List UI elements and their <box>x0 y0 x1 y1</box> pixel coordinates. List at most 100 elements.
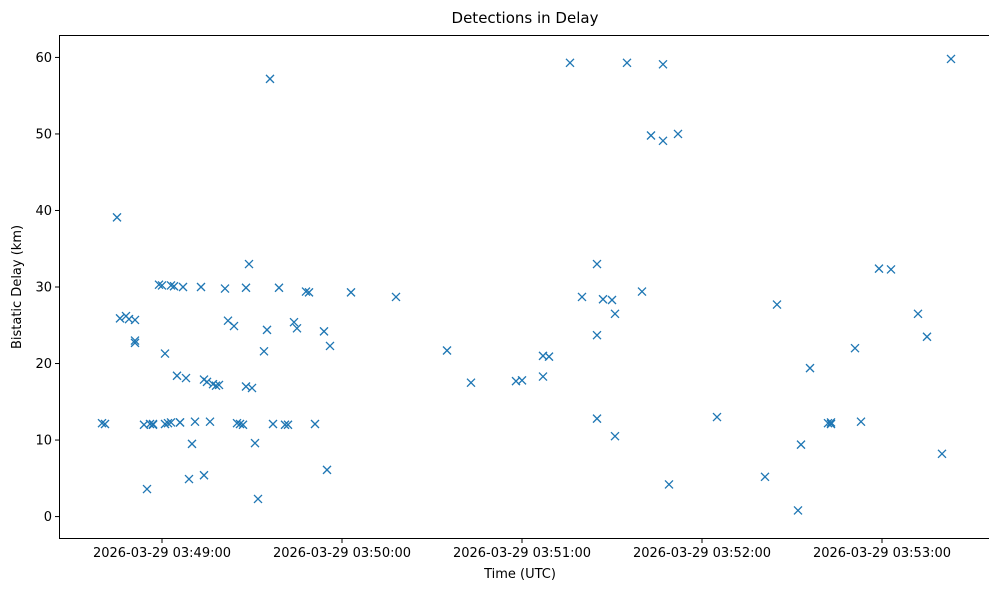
data-point <box>247 383 257 393</box>
x-tick-label: 2026-03-29 03:49:00 <box>93 546 231 561</box>
x-axis-ticks: 2026-03-29 03:49:00 2026-03-29 03:50:00 20… <box>93 538 951 561</box>
data-point <box>637 287 647 297</box>
data-point <box>304 287 314 297</box>
data-point <box>946 54 956 64</box>
data-point <box>196 282 206 292</box>
data-point <box>199 470 209 480</box>
data-point <box>826 419 836 429</box>
data-point <box>658 136 668 146</box>
data-point <box>325 341 335 351</box>
data-point <box>115 313 125 323</box>
data-point <box>793 505 803 515</box>
data-point <box>517 375 527 385</box>
data-point <box>301 287 311 297</box>
data-point <box>913 309 923 319</box>
data-point <box>202 377 212 387</box>
data-point <box>712 412 722 422</box>
data-point <box>112 212 122 222</box>
data-point <box>544 352 554 362</box>
data-point <box>253 494 263 504</box>
data-point <box>157 281 167 290</box>
data-point <box>262 325 272 335</box>
y-tick-label: 60 <box>35 51 52 66</box>
y-tick-label: 30 <box>35 281 52 296</box>
y-tick-label: 0 <box>44 510 52 525</box>
x-tick-label: 2026-03-29 03:50:00 <box>273 546 411 561</box>
data-point <box>610 309 620 319</box>
data-point <box>283 420 293 430</box>
data-point <box>391 292 401 302</box>
data-point <box>238 420 248 430</box>
data-point <box>211 381 221 391</box>
data-point <box>280 420 290 430</box>
data-point <box>874 264 884 274</box>
data-point <box>166 281 176 290</box>
data-point <box>130 336 140 346</box>
x-tick-label: 2026-03-29 03:52:00 <box>633 546 771 561</box>
data-point <box>598 294 608 304</box>
data-point <box>346 287 356 297</box>
data-point <box>229 321 239 331</box>
data-point <box>100 419 110 429</box>
data-point <box>577 292 587 302</box>
data-point <box>178 282 188 292</box>
data-point <box>148 419 158 429</box>
data-point <box>241 283 251 293</box>
data-point <box>856 417 866 427</box>
data-point <box>145 419 155 429</box>
data-point <box>172 371 182 381</box>
data-point <box>190 417 200 427</box>
y-axis-label: Bistatic Delay (km) <box>10 225 25 349</box>
data-point <box>187 439 197 449</box>
data-point <box>130 338 140 348</box>
data-point <box>622 58 632 68</box>
data-point <box>937 449 947 459</box>
data-point <box>466 378 476 388</box>
data-point <box>175 417 185 427</box>
data-point <box>610 431 620 441</box>
data-point <box>169 281 179 291</box>
data-point <box>658 59 668 69</box>
data-point <box>289 317 299 327</box>
data-point <box>142 484 152 494</box>
data-point <box>442 346 452 355</box>
data-point <box>259 346 269 356</box>
data-point <box>220 284 230 293</box>
y-tick-label: 40 <box>35 204 52 219</box>
data-point <box>130 315 140 325</box>
data-point <box>886 264 896 274</box>
data-point <box>160 349 170 359</box>
data-point <box>850 343 860 353</box>
data-point <box>922 332 932 342</box>
plot-frame <box>59 35 989 539</box>
data-point <box>565 58 575 68</box>
data-point <box>322 465 332 475</box>
data-point <box>163 418 173 428</box>
data-point <box>592 259 602 269</box>
y-axis-ticks: 0 10 20 30 40 50 60 <box>35 51 60 525</box>
data-point <box>592 414 602 424</box>
data-point <box>214 380 224 390</box>
data-point <box>265 74 275 84</box>
data-point <box>823 418 833 428</box>
data-point <box>181 373 191 383</box>
data-point <box>805 363 815 373</box>
data-point <box>292 323 302 333</box>
data-point <box>760 472 770 482</box>
data-point <box>244 259 254 269</box>
data-point <box>274 283 284 293</box>
data-point <box>250 438 260 448</box>
data-points <box>97 54 956 515</box>
data-point <box>241 382 251 391</box>
data-point <box>268 419 278 429</box>
data-point <box>826 417 836 427</box>
data-point <box>154 280 164 290</box>
x-tick-label: 2026-03-29 03:53:00 <box>813 546 951 561</box>
data-point <box>319 326 329 336</box>
data-point <box>664 479 674 489</box>
data-point <box>166 417 176 427</box>
data-point <box>97 418 107 428</box>
data-point <box>796 440 806 450</box>
data-point <box>646 131 656 140</box>
